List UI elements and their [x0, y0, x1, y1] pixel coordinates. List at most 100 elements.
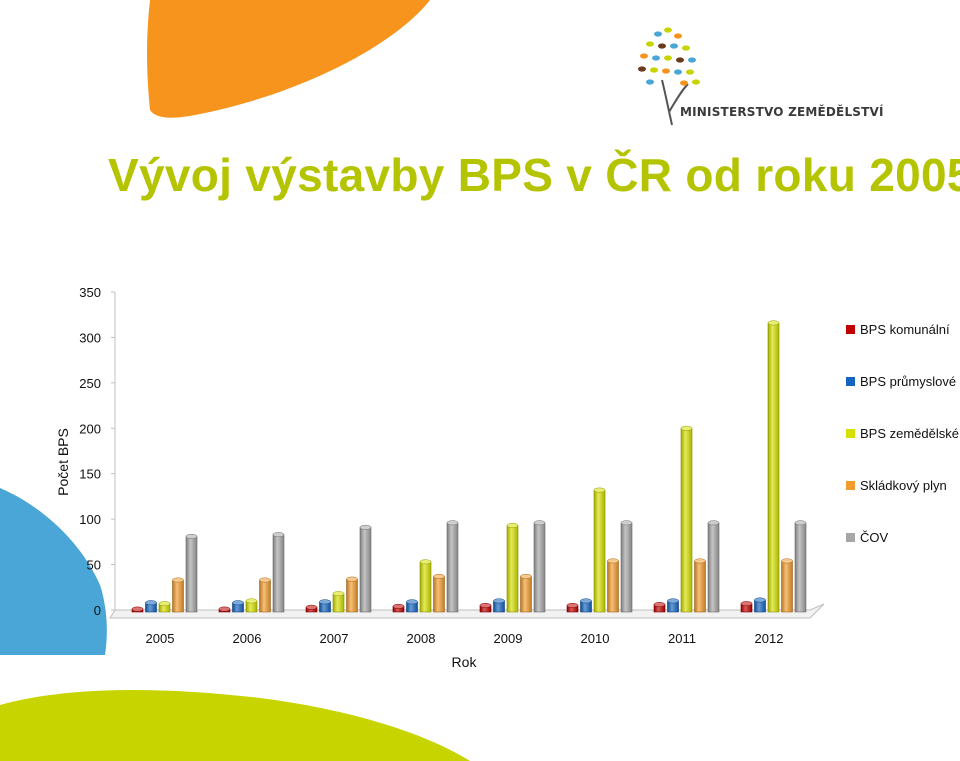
bar-top — [346, 576, 358, 582]
bar-skládkový-plyn-2008 — [433, 576, 445, 613]
bar-top — [185, 533, 198, 539]
bar-skládkový-plyn-2007 — [346, 578, 358, 613]
bar-skládkový-plyn-2005 — [172, 579, 184, 613]
bar-bps-zemědělské-2007 — [332, 593, 345, 613]
bar-top — [145, 600, 157, 606]
bar-top — [172, 577, 184, 583]
bar-top — [520, 573, 532, 579]
bar-top — [131, 606, 144, 612]
bar-top — [479, 603, 492, 608]
bar-top — [533, 520, 546, 526]
bar-skládkový-plyn-2006 — [259, 579, 271, 613]
bar-bps-zemědělské-2011 — [680, 427, 693, 613]
bar-top — [781, 558, 793, 564]
orange-shape — [147, 0, 430, 118]
legend-swatch — [846, 377, 855, 386]
page-title: Vývoj výstavby BPS v ČR od roku 2005 — [108, 149, 960, 201]
bar-top — [593, 487, 606, 493]
bar-top — [446, 520, 459, 526]
bar-skládkový-plyn-2010 — [607, 560, 619, 613]
bar-bps-zemědělské-2012 — [767, 322, 780, 613]
x-tick-label: 2005 — [146, 631, 175, 646]
tree-leaves-icon — [638, 27, 700, 86]
bar-čov-2005 — [185, 536, 198, 613]
y-tick-label: 0 — [94, 603, 101, 618]
y-tick-label: 100 — [79, 512, 101, 527]
bar-top — [319, 599, 331, 605]
bar-bps-zemědělské-2009 — [506, 525, 519, 613]
y-tick-label: 200 — [79, 421, 101, 436]
x-tick-label: 2006 — [233, 631, 262, 646]
bar-top — [620, 520, 633, 526]
x-tick-label: 2011 — [668, 631, 696, 646]
chart-bars — [131, 320, 807, 613]
bar-top — [580, 598, 592, 604]
bar-čov-2011 — [707, 522, 720, 613]
legend-swatch — [846, 325, 855, 334]
bar-top — [305, 604, 318, 610]
y-tick-label: 50 — [87, 558, 101, 573]
bar-bps-zemědělské-2008 — [419, 561, 432, 613]
chart-axes: 0 50 100 150 200 250 300 350 Rok Počet BPS 2005 200… — [55, 285, 825, 670]
y-tick-label: 250 — [79, 376, 101, 391]
bar-top — [653, 602, 666, 607]
chart-legend: BPS komunální BPS průmyslové BPS zemědělsk… — [846, 322, 959, 545]
bar-bps-zemědělské-2010 — [593, 489, 606, 613]
bar-top — [232, 600, 244, 606]
x-tick-label: 2012 — [755, 631, 784, 646]
ministry-logo — [638, 27, 700, 126]
bar-top — [392, 603, 405, 609]
bar-top — [694, 558, 706, 564]
bar-top — [607, 558, 619, 564]
x-tick-label: 2007 — [320, 631, 349, 646]
bar-čov-2007 — [359, 527, 372, 613]
bar-top — [272, 532, 285, 538]
y-tick-label: 300 — [79, 330, 101, 345]
legend-label: BPS průmyslové — [860, 374, 956, 389]
bar-top — [218, 606, 231, 612]
x-tick-label: 2009 — [494, 631, 523, 646]
chart-floor — [109, 603, 825, 619]
y-axis-title: Počet BPS — [55, 428, 71, 496]
bar-top — [794, 520, 807, 526]
bar-top — [667, 598, 679, 604]
bar-top — [332, 591, 345, 597]
legend-label: BPS zemědělské — [860, 426, 959, 441]
bar-top — [754, 597, 766, 603]
legend-label: ČOV — [860, 530, 889, 545]
bar-top — [493, 598, 505, 604]
x-tick-label: 2010 — [581, 631, 610, 646]
bar-čov-2012 — [794, 522, 807, 613]
bar-skládkový-plyn-2012 — [781, 560, 793, 613]
bar-skládkový-plyn-2009 — [520, 576, 532, 613]
legend-swatch — [846, 481, 855, 490]
y-tick-label: 350 — [79, 285, 101, 300]
legend-swatch — [846, 533, 855, 542]
bar-čov-2008 — [446, 522, 459, 613]
bar-top — [707, 520, 720, 526]
bar-top — [680, 425, 693, 431]
bar-čov-2010 — [620, 522, 633, 613]
x-axis-title: Rok — [452, 654, 478, 670]
bar-top — [566, 603, 579, 608]
bar-top — [359, 524, 372, 530]
bar-top — [259, 577, 271, 583]
legend-label: BPS komunální — [860, 322, 950, 337]
bar-chart: 0 50 100 150 200 250 300 350 Rok Počet BPS 2005 200… — [55, 285, 959, 670]
bar-čov-2009 — [533, 522, 546, 613]
legend-swatch — [846, 429, 855, 438]
bar-top — [245, 598, 258, 604]
bar-skládkový-plyn-2011 — [694, 560, 706, 613]
bar-čov-2006 — [272, 534, 285, 613]
tree-trunk-icon — [661, 79, 689, 126]
bar-top — [767, 320, 780, 326]
legend-label: Skládkový plyn — [860, 478, 947, 493]
blue-shape — [0, 488, 107, 655]
logo-text: MINISTERSTVO ZEMĚDĚLSTVÍ — [680, 105, 884, 119]
bar-top — [158, 601, 171, 607]
bar-top — [740, 601, 753, 607]
bar-top — [406, 599, 418, 605]
bar-top — [419, 559, 432, 565]
bar-top — [433, 573, 445, 579]
